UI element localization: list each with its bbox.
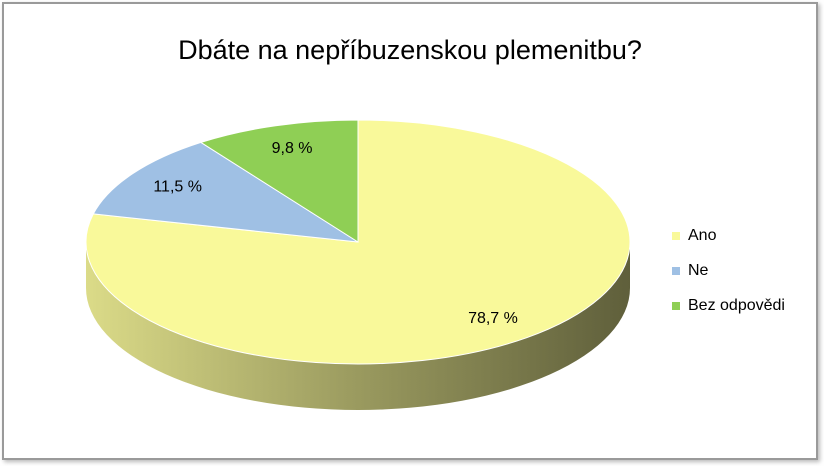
pie-slice [199, 119, 359, 243]
data-label: 9,8 % [272, 140, 313, 157]
legend: Ano Ne Bez odpovědi [672, 227, 785, 314]
legend-label: Ano [688, 227, 717, 244]
legend-marker [672, 267, 680, 275]
pie-slice [92, 141, 359, 243]
pie-side [86, 242, 630, 410]
data-label: 78,7 % [468, 310, 518, 327]
data-label: 11,5 % [153, 179, 202, 196]
legend-label: Bez odpovědi [688, 297, 785, 314]
legend-marker [672, 302, 680, 310]
legend-label: Ne [688, 262, 709, 279]
pie: 78,7 % 11,5 % 9,8 % [85, 119, 631, 410]
chart-title: Dbáte na nepříbuzenskou plemenitbu? [178, 35, 642, 65]
legend-marker [672, 232, 680, 240]
